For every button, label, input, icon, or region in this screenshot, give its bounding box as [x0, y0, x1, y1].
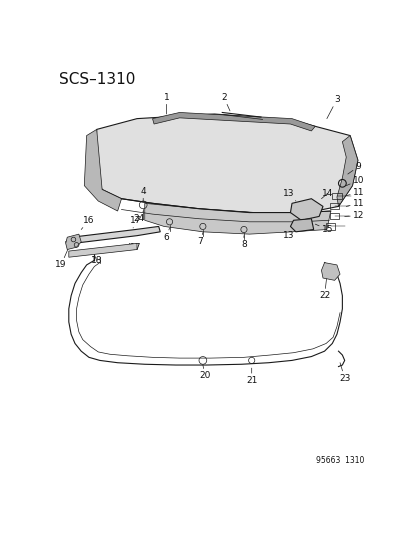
Text: 18: 18	[91, 255, 102, 265]
Polygon shape	[320, 263, 339, 280]
Polygon shape	[145, 203, 330, 234]
Text: 4: 4	[140, 187, 146, 201]
Polygon shape	[69, 244, 137, 257]
Polygon shape	[66, 234, 81, 249]
Text: 13: 13	[282, 189, 295, 201]
Polygon shape	[152, 112, 314, 131]
Text: 23: 23	[338, 363, 349, 383]
Text: 14: 14	[320, 189, 332, 199]
Text: 9: 9	[347, 162, 361, 174]
Text: 15: 15	[314, 224, 332, 234]
Polygon shape	[290, 219, 313, 232]
Text: 12: 12	[344, 211, 363, 220]
Text: 10: 10	[345, 176, 363, 185]
Text: 17: 17	[129, 216, 141, 228]
Text: 8: 8	[240, 236, 246, 249]
Text: 13: 13	[282, 227, 297, 240]
Text: 3: 3	[326, 95, 339, 119]
Text: 6: 6	[163, 228, 169, 241]
Text: 17: 17	[129, 243, 141, 252]
Text: 11: 11	[345, 188, 363, 197]
Text: 20: 20	[199, 365, 210, 381]
Polygon shape	[290, 199, 322, 220]
Text: 11: 11	[345, 199, 363, 208]
Text: 16: 16	[81, 216, 95, 230]
Text: 19: 19	[55, 247, 69, 269]
Text: 22: 22	[318, 276, 330, 300]
Text: 7: 7	[197, 232, 203, 246]
Polygon shape	[336, 135, 357, 206]
Polygon shape	[66, 227, 160, 247]
Text: 24: 24	[133, 211, 144, 223]
Polygon shape	[94, 114, 357, 213]
Polygon shape	[84, 130, 121, 211]
Text: 95663  1310: 95663 1310	[316, 456, 364, 465]
Text: 2: 2	[221, 93, 230, 111]
Text: SCS–1310: SCS–1310	[59, 71, 135, 87]
Text: 1: 1	[163, 93, 169, 114]
Text: 21: 21	[245, 368, 257, 385]
